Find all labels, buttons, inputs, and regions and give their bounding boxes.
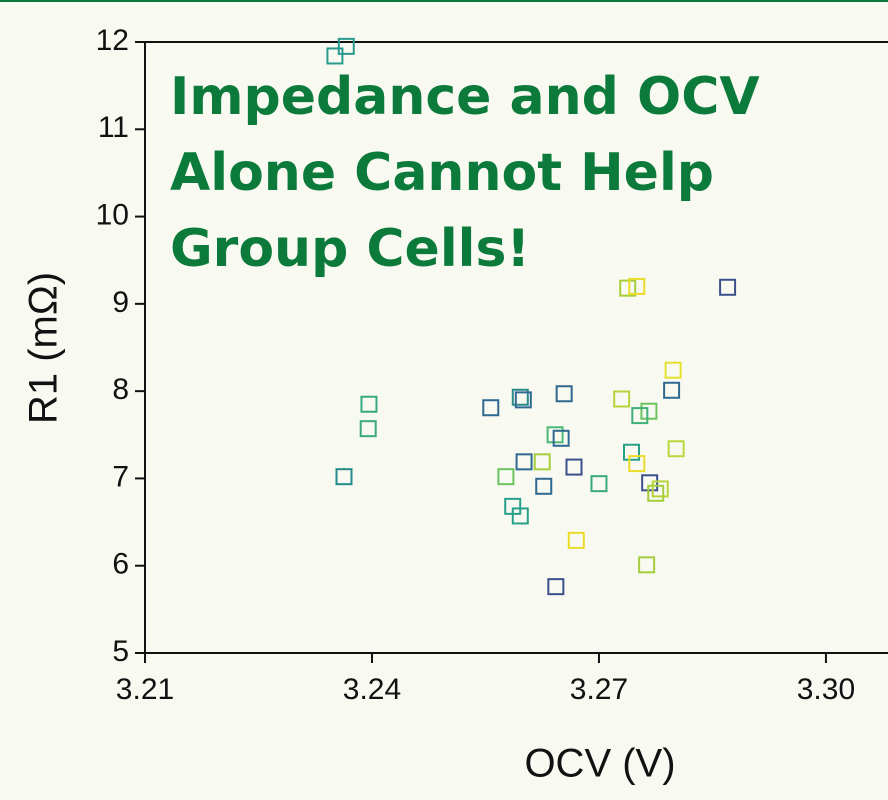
x-tick-label: 3.30 bbox=[797, 673, 855, 706]
x-tick-label: 3.27 bbox=[570, 673, 628, 706]
point bbox=[567, 531, 585, 549]
y-tick-label: 8 bbox=[112, 373, 129, 406]
point bbox=[360, 395, 378, 413]
point bbox=[535, 477, 553, 495]
point bbox=[641, 474, 659, 492]
y-tick-label: 12 bbox=[96, 24, 129, 57]
y-tick-label: 6 bbox=[112, 548, 129, 581]
point bbox=[337, 37, 355, 55]
point bbox=[547, 578, 565, 596]
point bbox=[647, 484, 665, 502]
point bbox=[565, 458, 583, 476]
point bbox=[482, 399, 500, 417]
point bbox=[552, 429, 570, 447]
point bbox=[628, 277, 646, 295]
top-border bbox=[0, 0, 888, 2]
y-tick-label: 9 bbox=[112, 286, 129, 319]
point bbox=[651, 480, 669, 498]
y-tick-label: 7 bbox=[112, 460, 129, 493]
point bbox=[590, 475, 608, 493]
y-tick-label: 5 bbox=[112, 635, 129, 668]
point bbox=[533, 453, 551, 471]
annotation: Impedance and OCV bbox=[170, 67, 760, 127]
point bbox=[638, 556, 656, 574]
point bbox=[613, 390, 631, 408]
annotation: Group Cells! bbox=[170, 219, 530, 279]
point bbox=[546, 426, 564, 444]
point bbox=[719, 278, 737, 296]
point bbox=[628, 455, 646, 473]
point bbox=[511, 507, 529, 525]
y-tick-label: 10 bbox=[96, 198, 129, 231]
x-tick-label: 3.21 bbox=[116, 673, 174, 706]
point bbox=[335, 468, 353, 486]
point bbox=[497, 468, 515, 486]
annotation: Alone Cannot Help bbox=[170, 143, 714, 203]
point bbox=[623, 443, 641, 461]
point bbox=[664, 361, 682, 379]
x-axis-label: OCV (V) bbox=[524, 742, 675, 786]
x-tick-label: 3.24 bbox=[343, 673, 401, 706]
point bbox=[359, 420, 377, 438]
point bbox=[619, 279, 637, 297]
point bbox=[640, 402, 658, 420]
y-axis-label: R1 (mΩ) bbox=[22, 272, 66, 424]
y-tick-label: 11 bbox=[98, 111, 129, 144]
point bbox=[631, 407, 649, 425]
point bbox=[514, 391, 532, 409]
point bbox=[663, 381, 681, 399]
point bbox=[515, 453, 533, 471]
point bbox=[511, 388, 529, 406]
point bbox=[667, 440, 685, 458]
point bbox=[326, 47, 344, 65]
point bbox=[555, 385, 573, 403]
